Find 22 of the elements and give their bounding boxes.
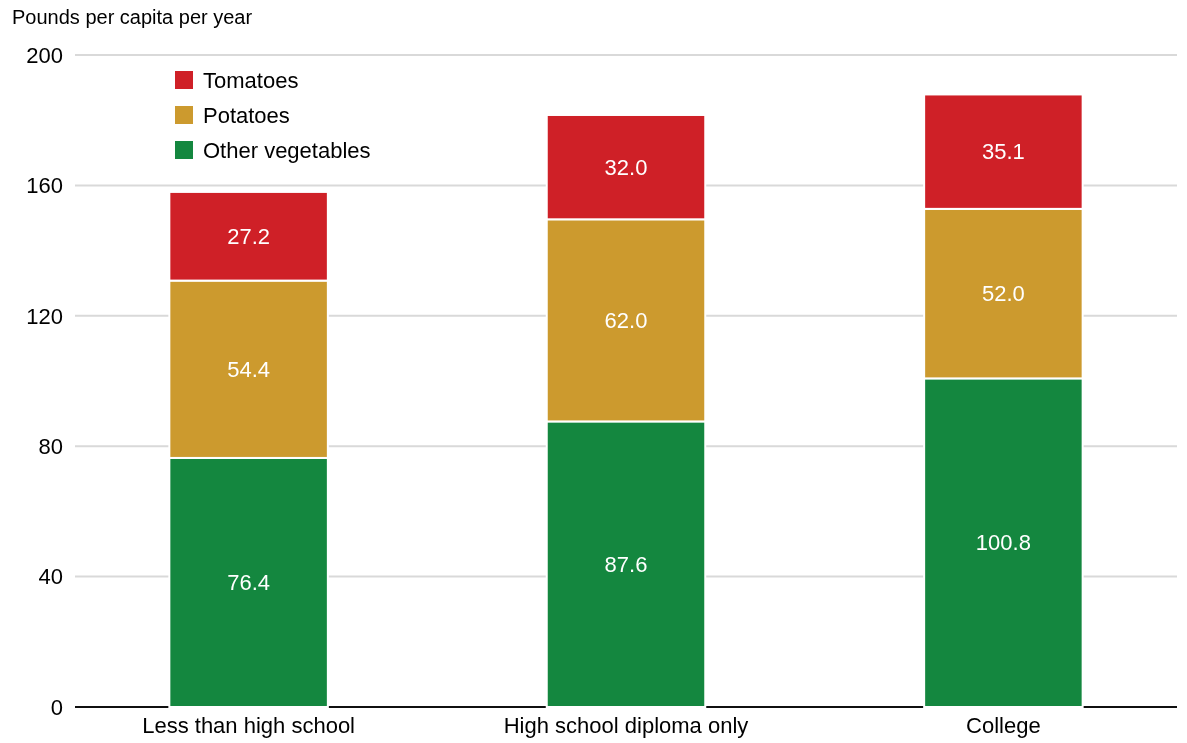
text: 35.1 <box>981 139 1025 165</box>
x-tick-label: College <box>966 713 1041 738</box>
legend-label: Tomatoes <box>203 67 299 93</box>
text: 76.4 <box>227 570 271 596</box>
x-tick-label: Less than high school <box>142 713 356 738</box>
y-tick-label: 40 <box>38 564 63 590</box>
y-axis-title: Pounds per capita per year <box>12 6 253 28</box>
legend-label: Other vegetables <box>203 137 371 163</box>
text: 52.0 <box>981 281 1025 307</box>
x-tick-label: High school diploma only <box>503 713 749 738</box>
text: 27.2 <box>227 223 271 249</box>
y-tick-label: 160 <box>26 173 63 199</box>
y-tick-label: 200 <box>26 42 63 68</box>
text: 62.0 <box>604 308 648 334</box>
text: 87.6 <box>604 551 648 577</box>
text: 100.8 <box>975 530 1031 556</box>
y-tick-label: 0 <box>50 694 63 720</box>
y-tick-label: 80 <box>38 433 63 459</box>
text: 32.0 <box>604 154 648 180</box>
y-tick-label: 120 <box>26 303 63 329</box>
text: 54.4 <box>227 356 271 382</box>
legend-label: Potatoes <box>203 102 290 128</box>
